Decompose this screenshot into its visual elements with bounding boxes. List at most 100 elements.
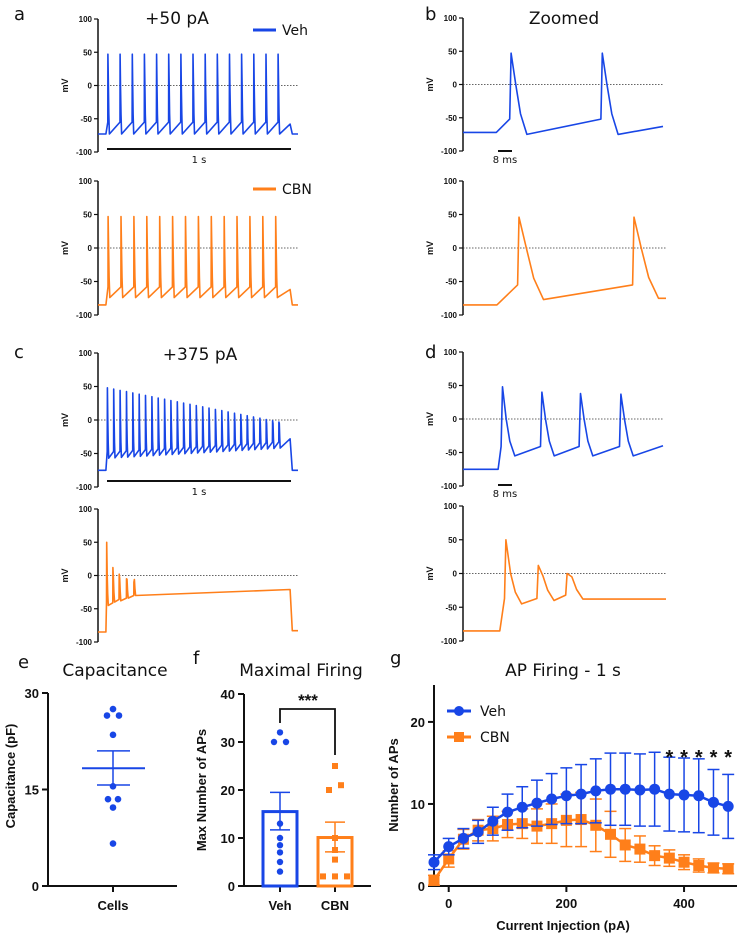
data-point-g-Veh: [531, 797, 543, 809]
data-point-g-Veh: [707, 796, 719, 808]
title-b: Zoomed: [529, 9, 599, 29]
data-point-g-Veh: [428, 856, 440, 868]
y-axis-label-d_veh: mV: [425, 412, 435, 426]
y-tick-label-b_cbn: -50: [445, 278, 457, 287]
data-point-g-Veh: [457, 832, 469, 844]
data-point-f: [276, 729, 284, 736]
data-point-f: [276, 842, 284, 849]
y-tick-label-c_veh: -50: [80, 450, 92, 459]
ylabel-e: Capacitance (pF): [3, 724, 18, 829]
legend-g-veh-label: Veh: [480, 704, 506, 720]
y-axis-label-d_cbn: mV: [425, 566, 435, 580]
scale-bar-label-b: 8 ms: [493, 155, 518, 166]
data-point-e: [109, 804, 117, 811]
data-point-g-Veh: [575, 788, 587, 800]
y-tick-label-c_veh: 0: [88, 416, 93, 425]
data-point-f: [320, 873, 326, 880]
y-tick-label-g: 10: [411, 797, 425, 812]
y-tick-label-c_veh: 100: [79, 349, 93, 358]
trace-b_veh: [463, 52, 664, 136]
data-point-g-Veh: [443, 841, 455, 853]
panel-letter-f: f: [193, 648, 200, 669]
y-tick-label-e: 0: [32, 879, 39, 894]
y-tick-label-b_cbn: 0: [453, 244, 458, 253]
y-tick-label-d_cbn: -50: [445, 603, 457, 612]
y-tick-label-d_veh: 50: [448, 382, 457, 391]
data-point-g-Veh: [560, 790, 572, 802]
data-point-f: [332, 847, 338, 853]
data-point-f: [276, 820, 284, 827]
data-point-g-CBN: [605, 828, 617, 840]
data-point-f: [332, 835, 338, 841]
scale-bar-label-c: 1 s: [192, 487, 207, 498]
data-point-e: [114, 795, 122, 803]
data-point-g-Veh: [487, 815, 499, 827]
data-point-g-CBN: [678, 856, 690, 868]
data-point-g-Veh: [693, 790, 705, 802]
y-tick-label-b_veh: -50: [445, 114, 457, 123]
data-point-e: [109, 731, 117, 739]
significance-star-g: *: [724, 747, 732, 769]
panel-letter-d: d: [425, 342, 436, 363]
legend-g-cbn-label: CBN: [480, 730, 510, 746]
significance-star-g: *: [680, 747, 688, 769]
y-axis-label-a_veh: mV: [60, 78, 70, 92]
data-point-g-CBN: [443, 853, 455, 865]
data-point-g-CBN: [590, 819, 602, 831]
data-point-f: [270, 738, 278, 746]
data-point-g-Veh: [663, 788, 675, 800]
data-point-g-CBN: [693, 859, 705, 871]
data-point-f: [276, 834, 284, 842]
y-tick-label-c_cbn: 50: [83, 538, 92, 547]
data-point-g-Veh: [678, 789, 690, 801]
panel-letter-b: b: [425, 4, 436, 25]
data-point-g-Veh: [590, 785, 602, 797]
title-f: Maximal Firing: [239, 661, 363, 681]
data-point-g-CBN: [619, 839, 631, 851]
y-tick-label-d_veh: 100: [444, 348, 458, 357]
scale-bar-label-a: 1 s: [192, 155, 207, 166]
legend-veh-label: Veh: [282, 23, 308, 39]
y-tick-label-b_veh: 100: [444, 14, 458, 23]
data-point-f: [338, 782, 344, 789]
y-tick-label-e: 30: [25, 686, 39, 701]
y-tick-label-b_cbn: 100: [444, 177, 458, 186]
trace-d_cbn: [463, 539, 666, 632]
y-tick-label-a_cbn: 100: [79, 177, 93, 186]
significance-star-g: *: [710, 747, 718, 769]
trace-a_cbn: [98, 215, 298, 306]
data-point-g-Veh: [472, 826, 484, 838]
y-tick-label-a_cbn: 50: [83, 211, 92, 220]
trace-c_cbn: [98, 541, 298, 633]
data-point-f: [282, 738, 290, 746]
xlabel-g: Current Injection (pA): [496, 918, 630, 933]
data-point-g-CBN: [663, 852, 675, 864]
y-tick-label-d_veh: -100: [441, 482, 458, 491]
y-tick-label-c_cbn: -100: [76, 638, 93, 647]
y-tick-label-g: 20: [411, 715, 425, 730]
ylabel-f: Max Number of APs: [194, 729, 209, 851]
trace-c_veh: [98, 387, 298, 472]
x-tick-label-g: 200: [556, 896, 578, 911]
y-tick-label-a_cbn: -50: [80, 278, 92, 287]
trace-a_veh: [98, 53, 298, 135]
y-tick-label-a_veh: 100: [79, 15, 93, 24]
data-point-g-CBN: [428, 874, 440, 886]
significance-bracket-f: [279, 708, 336, 755]
title-c: +375 pA: [163, 345, 238, 365]
panel-letter-e: e: [18, 652, 29, 673]
xtick-f-cbn: CBN: [321, 898, 349, 913]
significance-f: ***: [298, 691, 318, 710]
data-point-f: [332, 856, 338, 863]
data-point-f: [326, 787, 332, 793]
data-point-e: [115, 712, 123, 719]
xtick-e-cells: Cells: [97, 898, 128, 913]
data-point-e: [103, 712, 111, 719]
chart-marks: -100-50050100mV-100-50050100mV-100-50050…: [25, 14, 737, 911]
y-tick-label-d_cbn: 0: [453, 570, 458, 579]
data-point-f: [276, 849, 284, 856]
title-e: Capacitance: [62, 661, 167, 681]
panel-letter-g: g: [390, 648, 401, 669]
y-tick-label-f: 0: [228, 879, 235, 894]
data-point-g-CBN: [722, 863, 734, 875]
